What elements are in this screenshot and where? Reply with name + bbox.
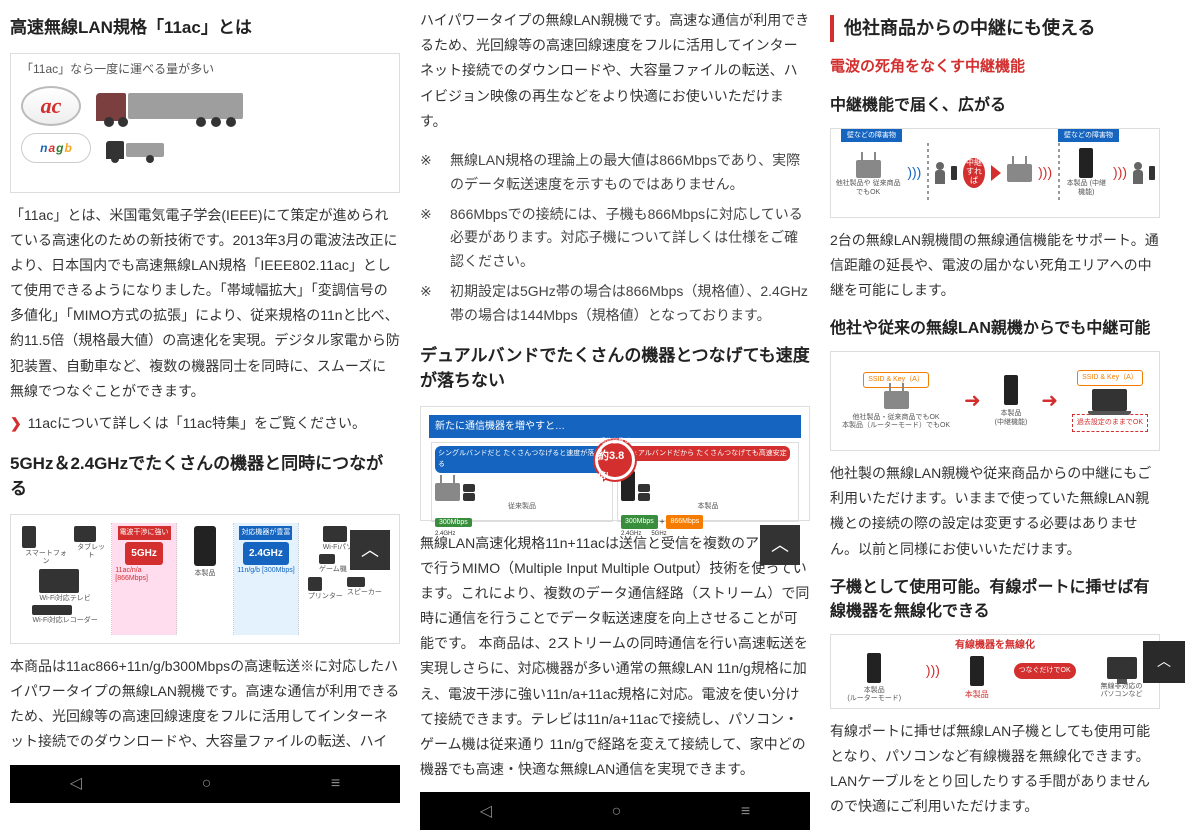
- recent-icon[interactable]: ≡: [741, 798, 750, 825]
- arrow-right-icon: ➜: [964, 384, 981, 418]
- paragraph-mimo-desc: 無線LAN高速化規格11n+11acは送信と受信を複数のアンテナで行うMIMO（…: [420, 531, 810, 783]
- back-icon[interactable]: ◁: [70, 770, 82, 797]
- phone-icon: [951, 166, 957, 180]
- chevron-up-icon: ︿: [1157, 650, 1171, 674]
- badge-38x: 通信容量が 約3.8倍!: [595, 440, 635, 480]
- router-icon: [867, 653, 881, 683]
- column-1: 高速無線LAN規格「11ac」とは 「11ac」なら一度に運べる量が多い ac: [10, 0, 400, 830]
- heading-dualband-devices: 5GHz＆2.4GHzでたくさんの機器と同時につながる: [10, 451, 400, 502]
- link-11ac-feature[interactable]: ❯ 11acについて詳しくは「11ac特集」をご覧ください。: [10, 412, 400, 436]
- infographic-other-relay: SSID & Key（A） 他社製品・従来商品でもOK 本製品（ルーターモード）…: [830, 351, 1160, 451]
- router-icon: [194, 526, 216, 566]
- badge-nagb-icon: nagb: [21, 133, 91, 163]
- truck-small-icon: [106, 133, 166, 163]
- paragraph-relay-desc: 2台の無線LAN親機間の無線通信機能をサポート。通信距離の延長や、電波の届かない…: [830, 228, 1160, 304]
- infographic-wired: 有線機器を無線化 本製品 (ルーターモード) ))) 本製品 つなぐだけでOK …: [830, 634, 1160, 709]
- link-text: 11acについて詳しくは「11ac特集」をご覧ください。: [28, 412, 366, 436]
- recent-icon[interactable]: ≡: [331, 770, 340, 797]
- notes-list: ※ 無線LAN規格の理論上の最大値は866Mbpsであり、実際のデータ転送速度を…: [420, 149, 810, 328]
- home-icon[interactable]: ○: [202, 770, 212, 797]
- arrow-right-icon: ➜: [1041, 384, 1058, 418]
- router-icon: [435, 483, 460, 501]
- heading-dualband-speed: デュアルバンドでたくさんの機器とつなげても速度が落ちない: [420, 343, 810, 394]
- arrow-right-icon: [991, 165, 1001, 181]
- scroll-top-button[interactable]: ︿: [760, 525, 800, 565]
- person-icon: [1133, 162, 1143, 184]
- badge-ac-icon: ac: [21, 86, 81, 126]
- router-icon: [1007, 164, 1032, 182]
- router-icon: [856, 160, 881, 178]
- wifi-waves-icon: ))): [907, 161, 921, 185]
- truck-large-icon: [96, 85, 246, 127]
- chevron-right-icon: ❯: [10, 412, 22, 436]
- paragraph-11ac-desc: 「11ac」とは、米国電気電子学会(IEEE)にて策定が進められている高速化のた…: [10, 203, 400, 405]
- infographic-bands: スマートフォン タブレット Wi-Fi対応テレビ Wi-Fi対応レコーダー 電波…: [10, 514, 400, 644]
- wifi-waves-icon: ))): [926, 659, 940, 683]
- note-item: ※ 無線LAN規格の理論上の最大値は866Mbpsであり、実際のデータ転送速度を…: [420, 149, 810, 197]
- ig1-title: 「11ac」なら一度に運べる量が多い: [21, 59, 389, 79]
- paragraph-continuation: ハイパワータイプの無線LAN親機です。高速な通信が利用できるため、光回線等の高速…: [420, 8, 810, 134]
- column-2: ハイパワータイプの無線LAN親機です。高速な通信が利用できるため、光回線等の高速…: [420, 0, 810, 830]
- router-icon: [1004, 375, 1018, 405]
- back-icon[interactable]: ◁: [480, 798, 492, 825]
- note-item: ※ 初期設定は5GHz帯の場合は866Mbps（規格値）、2.4GHz帯の場合は…: [420, 280, 810, 328]
- heading-relay: 他社商品からの中継にも使える: [830, 15, 1160, 42]
- subheading-relay: 電波の死角をなくす中継機能: [830, 54, 1160, 80]
- infographic-relay: 壁などの障害物 壁などの障害物 他社製品や 従来商品でもOK ))) 中継 すれ…: [830, 128, 1160, 218]
- relay-badge: 中継 すれば: [963, 158, 985, 188]
- monitor-icon: [1107, 657, 1137, 679]
- scroll-top-button[interactable]: ︿: [350, 530, 390, 570]
- heading-11ac: 高速無線LAN規格「11ac」とは: [10, 15, 400, 41]
- chevron-up-icon: ︿: [771, 530, 789, 561]
- paragraph-bands-desc: 本商品は11ac866+11n/g/b300Mbpsの高速転送※に対応したハイパ…: [10, 654, 400, 755]
- heading-relay-spread: 中継機能で届く、広がる: [830, 94, 1160, 118]
- heading-wired: 子機として使用可能。有線ポートに挿せば有線機器を無線化できる: [830, 576, 1160, 624]
- note-item: ※ 866Mbpsでの接続には、子機も866Mbpsに対応している必要があります…: [420, 203, 810, 274]
- column-3: 他社商品からの中継にも使える 電波の死角をなくす中継機能 中継機能で届く、広がる…: [830, 0, 1160, 830]
- router-icon: [1079, 148, 1093, 178]
- phone-icon: [1149, 166, 1155, 180]
- infographic-11ac-trucks: 「11ac」なら一度に運べる量が多い ac nagb: [10, 53, 400, 193]
- router-icon: [970, 656, 984, 686]
- wifi-waves-icon: ))): [1113, 161, 1127, 185]
- paragraph-wired-desc: 有線ポートに挿せば無線LAN子機としても使用可能となり、パソコンなど有線機器を無…: [830, 719, 1160, 820]
- android-nav-bar: ◁ ○ ≡: [10, 765, 400, 803]
- chevron-up-icon: ︿: [361, 535, 379, 566]
- wifi-waves-icon: ))): [1038, 161, 1052, 185]
- laptop-icon: [1092, 389, 1127, 411]
- paragraph-other-relay-desc: 他社製の無線LAN親機や従来商品からの中継にもご利用いただけます。いままで使って…: [830, 461, 1160, 562]
- infographic-dualband: 新たに通信機器を増やすと… シングルバンドだと たくさんつなげると速度が落ちる …: [420, 406, 810, 521]
- heading-other-relay: 他社や従来の無線LAN親機からでも中継可能: [830, 317, 1160, 341]
- android-nav-bar: ◁ ○ ≡: [420, 792, 810, 830]
- home-icon[interactable]: ○: [612, 798, 622, 825]
- router-icon: [884, 391, 909, 409]
- person-icon: [935, 162, 945, 184]
- page-content: 高速無線LAN規格「11ac」とは 「11ac」なら一度に運べる量が多い ac: [0, 0, 1200, 830]
- scroll-top-button-fixed[interactable]: ︿: [1143, 641, 1185, 683]
